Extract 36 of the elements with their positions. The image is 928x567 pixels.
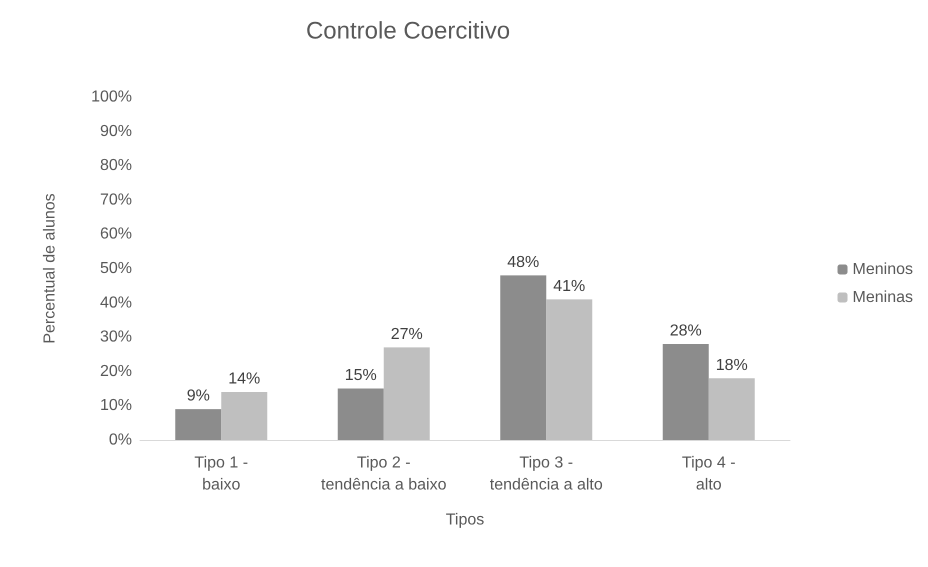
bar [662,344,709,440]
data-label: 28% [670,322,702,340]
y-tick-label: 90% [100,122,132,140]
bar [384,347,430,440]
data-label: 15% [344,367,377,384]
y-tick-label: 80% [100,157,132,174]
bar [546,299,592,440]
x-tick-label: Tipo 1 - baixo [194,454,248,494]
bar [500,275,546,440]
data-label: 41% [553,278,586,295]
x-axis-title: Tipos [446,512,484,528]
y-tick-label: 40% [100,294,132,312]
data-label: 14% [228,370,260,388]
y-tick-label: 70% [100,191,132,208]
y-tick-label: 30% [100,328,132,346]
bar [221,392,268,440]
y-tick-label: 10% [100,397,132,414]
data-label: 27% [390,326,423,343]
y-tick-label: 50% [100,260,132,277]
data-label: 9% [186,388,210,405]
legend-label: Meninas [852,289,914,306]
x-tick-label: Tipo 2 - tendência a baixo [321,454,447,494]
bar [338,388,384,440]
y-tick-label: 100% [91,88,132,106]
y-tick-label: 60% [100,226,132,243]
data-label: 18% [716,356,748,374]
bar [175,409,222,440]
x-tick-label: Tipo 4 - alto [682,454,736,494]
y-tick-label: 20% [100,362,132,380]
chart-title: Controle Coercitivo [306,18,510,44]
legend-label: Meninos [852,261,914,278]
y-axis-title: Percentual de alunos [42,193,58,344]
y-tick-label: 0% [108,432,132,448]
x-tick-label: Tipo 3 - tendência a alto [490,454,603,494]
data-label: 48% [507,254,540,271]
bar [708,378,755,440]
